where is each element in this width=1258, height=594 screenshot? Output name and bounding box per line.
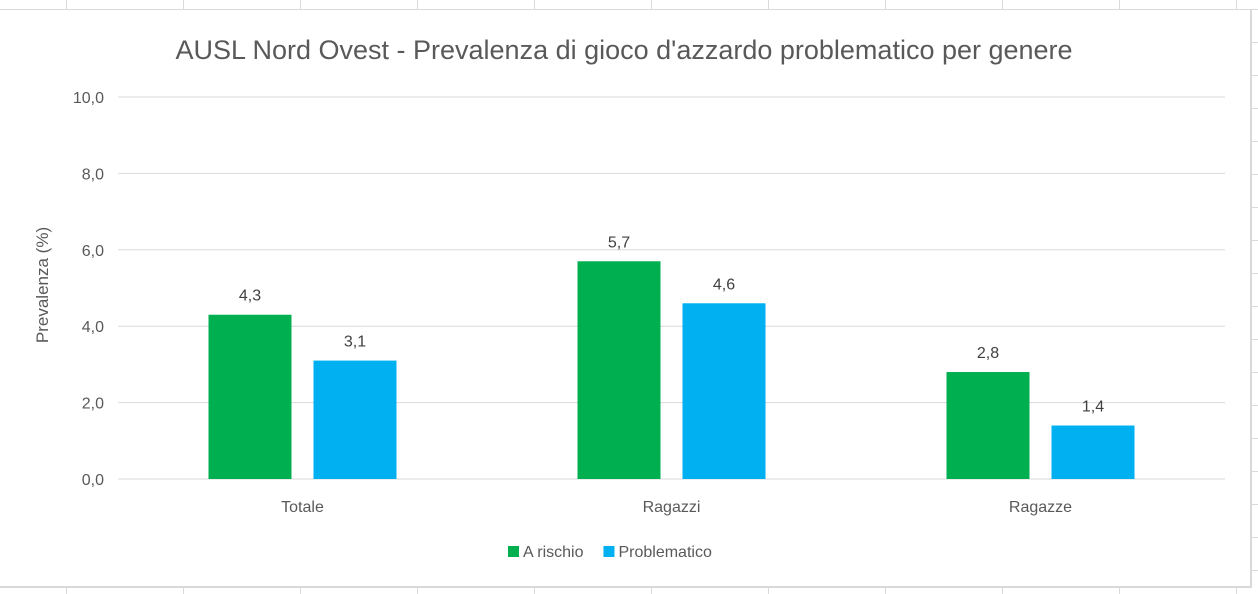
chart-area: AUSL Nord Ovest - Prevalenza di gioco d'… [0, 10, 1252, 588]
bar-problematico [682, 303, 766, 479]
y-tick-label: 0,0 [82, 472, 104, 489]
legend-label: Problematico [618, 544, 711, 561]
bar-problematico [1051, 425, 1135, 479]
y-tick-label: 8,0 [82, 166, 104, 183]
x-tick-label: Ragazze [1009, 499, 1072, 516]
data-label: 4,6 [713, 276, 735, 293]
data-label: 2,8 [977, 345, 999, 362]
y-tick-label: 10,0 [73, 90, 104, 107]
chart-title: AUSL Nord Ovest - Prevalenza di gioco d'… [175, 35, 1072, 65]
data-label: 1,4 [1082, 399, 1104, 416]
data-label: 4,3 [239, 288, 261, 305]
bar-a-rischio [208, 314, 292, 479]
y-tick-label: 4,0 [82, 319, 104, 336]
data-label: 3,1 [344, 334, 366, 351]
legend-swatch [508, 546, 519, 557]
legend-label: A rischio [523, 544, 584, 561]
y-tick-label: 6,0 [82, 243, 104, 260]
bar-a-rischio [946, 372, 1030, 479]
bar-a-rischio [577, 261, 661, 479]
x-tick-label: Ragazzi [643, 499, 701, 516]
bar-chart: AUSL Nord Ovest - Prevalenza di gioco d'… [33, 35, 1225, 561]
legend-swatch [603, 546, 615, 557]
x-tick-label: Totale [281, 499, 324, 516]
bar-problematico [313, 360, 397, 479]
y-tick-label: 2,0 [82, 396, 104, 413]
data-label: 5,7 [608, 234, 630, 251]
y-axis-label: Prevalenza (%) [33, 227, 52, 343]
